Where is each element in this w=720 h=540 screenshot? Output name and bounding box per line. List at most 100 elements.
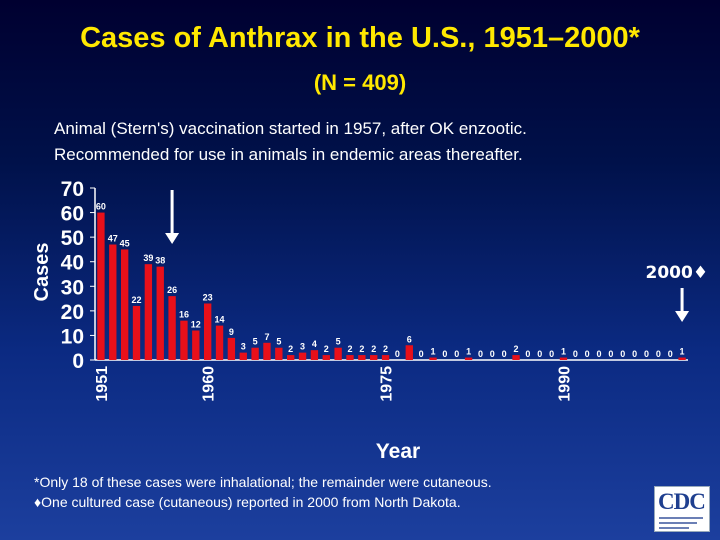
bar-value-label: 23 bbox=[203, 292, 213, 302]
bar bbox=[287, 355, 295, 360]
bar bbox=[512, 355, 520, 360]
bar-value-label: 0 bbox=[632, 349, 637, 359]
annotation-arrow-head bbox=[675, 311, 690, 322]
bar-value-label: 1 bbox=[561, 347, 566, 357]
footnote-2: ♦One cultured case (cutaneous) reported … bbox=[34, 494, 461, 510]
bar bbox=[678, 357, 686, 360]
bar-value-label: 0 bbox=[585, 349, 590, 359]
bar-value-label: 2 bbox=[347, 344, 352, 354]
bar bbox=[132, 305, 141, 360]
bar bbox=[168, 296, 176, 360]
bar-value-label: 5 bbox=[276, 337, 281, 347]
x-axis-title: Year bbox=[376, 440, 420, 463]
y-tick-label: 10 bbox=[61, 325, 84, 348]
bar bbox=[298, 352, 307, 360]
y-tick-label: 70 bbox=[61, 178, 84, 201]
bar-value-label: 9 bbox=[229, 327, 234, 337]
bar-value-label: 0 bbox=[537, 349, 542, 359]
bar-value-label: 0 bbox=[478, 349, 483, 359]
year-2000-label: 2000♦ bbox=[646, 263, 709, 283]
bar bbox=[144, 264, 153, 360]
bar-value-label: 16 bbox=[179, 310, 189, 320]
annotation-arrow-head bbox=[165, 233, 180, 244]
bar-value-label: 22 bbox=[132, 295, 142, 305]
x-tick-label: 1975 bbox=[379, 366, 396, 402]
annotation-line-2: Recommended for use in animals in endemi… bbox=[54, 145, 523, 164]
bar bbox=[251, 347, 259, 360]
bar-value-label: 0 bbox=[644, 349, 649, 359]
bar-value-label: 0 bbox=[525, 349, 530, 359]
bar bbox=[97, 212, 105, 360]
bar bbox=[381, 355, 390, 360]
x-tick-label: 1960 bbox=[201, 366, 218, 402]
bar-value-label: 3 bbox=[241, 342, 246, 352]
cdc-logo-text: CDC bbox=[658, 489, 706, 514]
bar bbox=[192, 330, 200, 360]
bar-value-label: 26 bbox=[167, 285, 177, 295]
bar-value-label: 14 bbox=[215, 315, 225, 325]
bar bbox=[358, 355, 366, 360]
y-tick-label: 60 bbox=[61, 203, 84, 226]
y-tick-label: 50 bbox=[61, 227, 84, 250]
footnote-1: *Only 18 of these cases were inhalationa… bbox=[34, 474, 492, 490]
bar-value-label: 0 bbox=[656, 349, 661, 359]
x-tick-label: 1990 bbox=[556, 366, 573, 402]
logo-line bbox=[659, 517, 703, 519]
bar-value-label: 45 bbox=[120, 238, 130, 248]
bar-value-label: 47 bbox=[108, 234, 118, 244]
bar-value-label: 1 bbox=[466, 347, 471, 357]
y-tick-label: 40 bbox=[61, 252, 84, 275]
bar-value-label: 4 bbox=[312, 339, 317, 349]
x-tick-label: 1951 bbox=[94, 366, 111, 402]
bar bbox=[310, 350, 319, 360]
bar-value-label: 1 bbox=[431, 347, 436, 357]
y-tick-label: 0 bbox=[72, 350, 84, 373]
bar-value-label: 2 bbox=[514, 344, 519, 354]
bar-value-label: 39 bbox=[143, 253, 153, 263]
bar-value-label: 60 bbox=[96, 202, 106, 212]
bar-value-label: 2 bbox=[359, 344, 364, 354]
bar-value-label: 0 bbox=[419, 349, 424, 359]
bar-value-label: 7 bbox=[264, 332, 269, 342]
y-tick-label: 30 bbox=[61, 276, 84, 299]
bar-value-label: 0 bbox=[620, 349, 625, 359]
bar bbox=[263, 342, 271, 360]
bar bbox=[370, 355, 378, 360]
bar-value-label: 0 bbox=[597, 349, 602, 359]
bar-value-label: 3 bbox=[300, 342, 305, 352]
bar bbox=[227, 337, 236, 360]
chart-subtitle: (N = 409) bbox=[313, 70, 407, 95]
bar-value-label: 6 bbox=[407, 334, 412, 344]
bar-value-label: 0 bbox=[442, 349, 447, 359]
bar-value-label: 0 bbox=[608, 349, 613, 359]
bar bbox=[405, 345, 413, 360]
bar-value-label: 0 bbox=[454, 349, 459, 359]
bar bbox=[464, 357, 473, 360]
bar bbox=[429, 357, 437, 360]
logo-line bbox=[659, 527, 689, 529]
bar bbox=[239, 352, 247, 360]
bar-value-label: 0 bbox=[573, 349, 578, 359]
bar-value-label: 0 bbox=[395, 349, 400, 359]
bar-value-label: 2 bbox=[371, 344, 376, 354]
bar-value-label: 2 bbox=[383, 344, 388, 354]
bar-value-label: 38 bbox=[155, 256, 165, 266]
bar bbox=[203, 303, 212, 360]
bar bbox=[109, 244, 117, 360]
bar-value-label: 5 bbox=[253, 337, 258, 347]
bar-value-label: 5 bbox=[336, 337, 341, 347]
bar bbox=[180, 320, 188, 360]
bar-value-label: 2 bbox=[288, 344, 293, 354]
bar bbox=[156, 266, 164, 360]
bar-value-label: 2 bbox=[324, 344, 329, 354]
bar-value-label: 0 bbox=[668, 349, 673, 359]
bar-value-label: 0 bbox=[502, 349, 507, 359]
bar-value-label: 12 bbox=[191, 320, 201, 330]
bar-value-label: 0 bbox=[549, 349, 554, 359]
bar bbox=[322, 355, 330, 360]
chart-title: Cases of Anthrax in the U.S., 1951–2000* bbox=[80, 22, 640, 54]
bar bbox=[559, 357, 568, 360]
bar bbox=[215, 325, 224, 360]
bar bbox=[334, 347, 342, 360]
